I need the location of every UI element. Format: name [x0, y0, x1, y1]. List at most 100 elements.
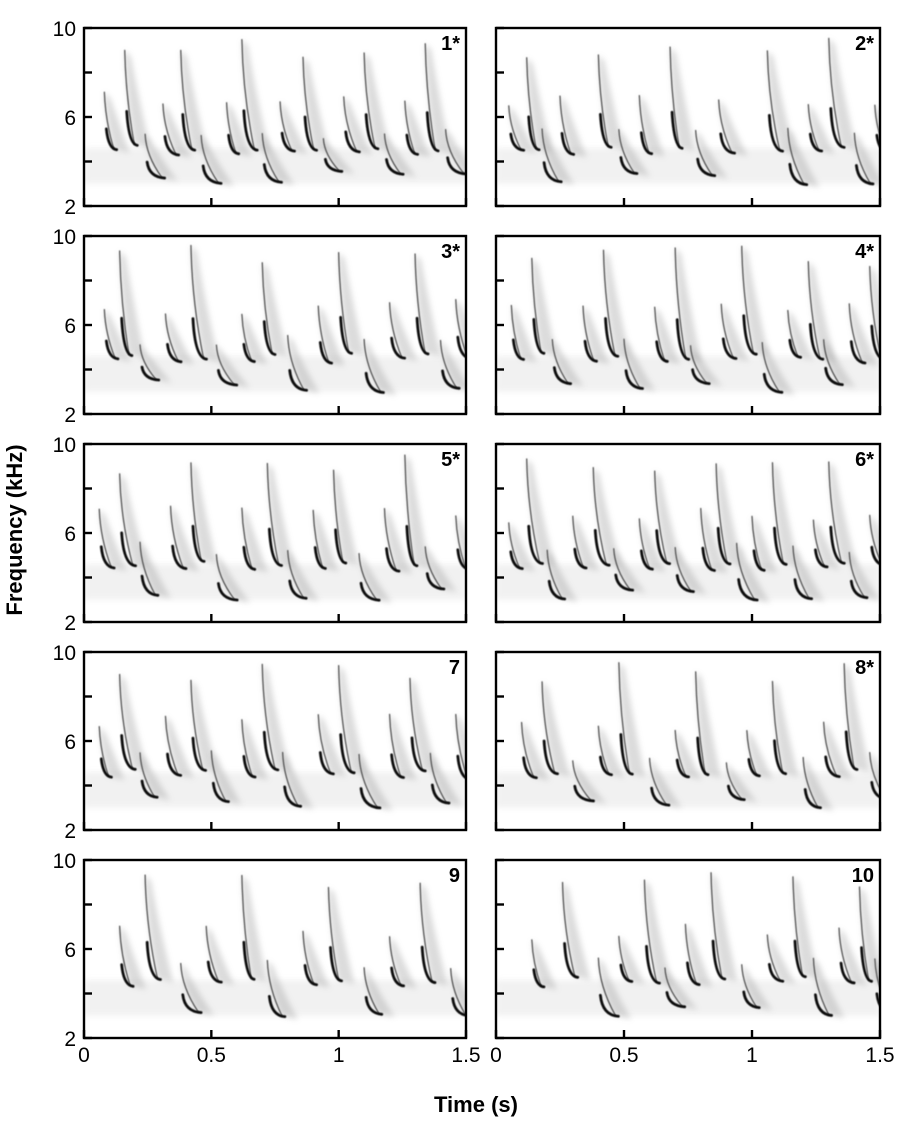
- note-hook: [855, 164, 875, 186]
- y-tick-label: 2: [64, 1028, 76, 1051]
- note-trace: [424, 546, 442, 589]
- note-smear: [521, 722, 550, 781]
- note-smear: [180, 50, 208, 154]
- note-smear: [526, 459, 556, 567]
- note-trace: [317, 305, 330, 363]
- y-tick-label: 2: [64, 820, 76, 843]
- y-tick-label: 6: [64, 939, 76, 962]
- note-hook: [140, 779, 159, 799]
- note-hook: [773, 526, 788, 566]
- spectrogram-panel: 2 6 10 7: [53, 642, 468, 843]
- note-trace: [597, 725, 610, 775]
- note-trace: [869, 514, 880, 562]
- note-hook: [599, 755, 613, 777]
- note-smear: [828, 462, 858, 567]
- note-hook: [120, 734, 137, 771]
- note-trace: [546, 549, 563, 599]
- note-smear: [338, 665, 368, 776]
- note-hook: [870, 545, 880, 566]
- note-smear: [323, 138, 355, 175]
- note-trace: [843, 663, 855, 770]
- note-smear: [613, 548, 646, 594]
- note-hook: [747, 757, 761, 778]
- note-hook: [425, 111, 440, 153]
- note-hook: [696, 157, 717, 177]
- spectrogram-marks: [84, 454, 466, 604]
- note-hook: [522, 756, 538, 780]
- note-smear: [726, 762, 758, 803]
- note-smear: [593, 467, 623, 569]
- note-hook: [217, 368, 239, 387]
- note-hook: [227, 133, 241, 156]
- note-hook: [619, 963, 634, 983]
- note-smear: [99, 726, 125, 781]
- note-trace: [526, 458, 541, 564]
- note-smear: [639, 95, 665, 157]
- note-smear: [445, 129, 466, 174]
- note-smear: [241, 508, 268, 573]
- note-hook: [875, 992, 880, 1008]
- note-trace: [508, 522, 520, 569]
- spectrogram-panel: 2*: [494, 26, 882, 208]
- note-trace: [388, 936, 402, 986]
- note-trace: [139, 752, 155, 797]
- note-trace: [526, 57, 537, 150]
- note-hook: [696, 736, 710, 777]
- note-hook: [675, 318, 691, 361]
- note-smear: [598, 55, 625, 151]
- note-hook: [675, 758, 690, 779]
- note-trace: [654, 306, 666, 362]
- note-smear: [649, 758, 682, 809]
- note-smear: [552, 339, 584, 387]
- note-hook: [385, 158, 405, 176]
- note-hook: [283, 785, 303, 808]
- note-hook: [839, 961, 856, 985]
- spectrogram-marks: [84, 663, 466, 811]
- note-hook: [181, 993, 203, 1014]
- note-trace: [710, 872, 723, 979]
- spectrogram-marks: [496, 662, 880, 811]
- note-hook: [420, 945, 437, 984]
- note-smear: [190, 680, 219, 774]
- note-smear: [644, 880, 673, 987]
- note-hook: [824, 755, 841, 779]
- note-trace: [261, 663, 276, 770]
- note-trace: [572, 515, 584, 568]
- note-hook: [870, 780, 880, 799]
- note-smear: [654, 471, 683, 567]
- note-hook: [788, 338, 803, 359]
- note-hook: [242, 342, 256, 363]
- note-hook: [670, 110, 684, 150]
- note-smear: [562, 882, 591, 981]
- note-smear: [241, 39, 271, 154]
- note-trace: [582, 305, 595, 361]
- note-trace: [363, 338, 382, 393]
- spectrogram-panel: 2 6 10 5*: [53, 434, 468, 635]
- note-trace: [429, 752, 447, 803]
- note-hook: [191, 524, 206, 563]
- note-trace: [332, 469, 344, 563]
- x-tick-label: 1.5: [451, 1044, 480, 1067]
- note-hook: [691, 368, 711, 386]
- note-trace: [388, 302, 403, 358]
- note-trace: [327, 886, 340, 981]
- note-hook: [599, 112, 613, 149]
- note-hook: [303, 964, 318, 987]
- note-hook: [686, 961, 701, 987]
- note-hook: [573, 547, 588, 570]
- note-trace: [771, 462, 784, 564]
- note-hook: [410, 736, 427, 773]
- note-trace: [287, 550, 304, 598]
- note-hook: [599, 993, 620, 1018]
- note-hook: [456, 548, 466, 570]
- note-smear: [808, 261, 836, 363]
- note-hook: [191, 317, 208, 361]
- note-hook: [99, 545, 116, 570]
- note-trace: [404, 454, 415, 566]
- note-hook: [318, 341, 334, 365]
- note-smear: [823, 722, 853, 780]
- note-smear: [752, 516, 778, 574]
- note-hook: [191, 736, 208, 772]
- spectrogram-panel: 2 6 10 1*: [53, 18, 468, 219]
